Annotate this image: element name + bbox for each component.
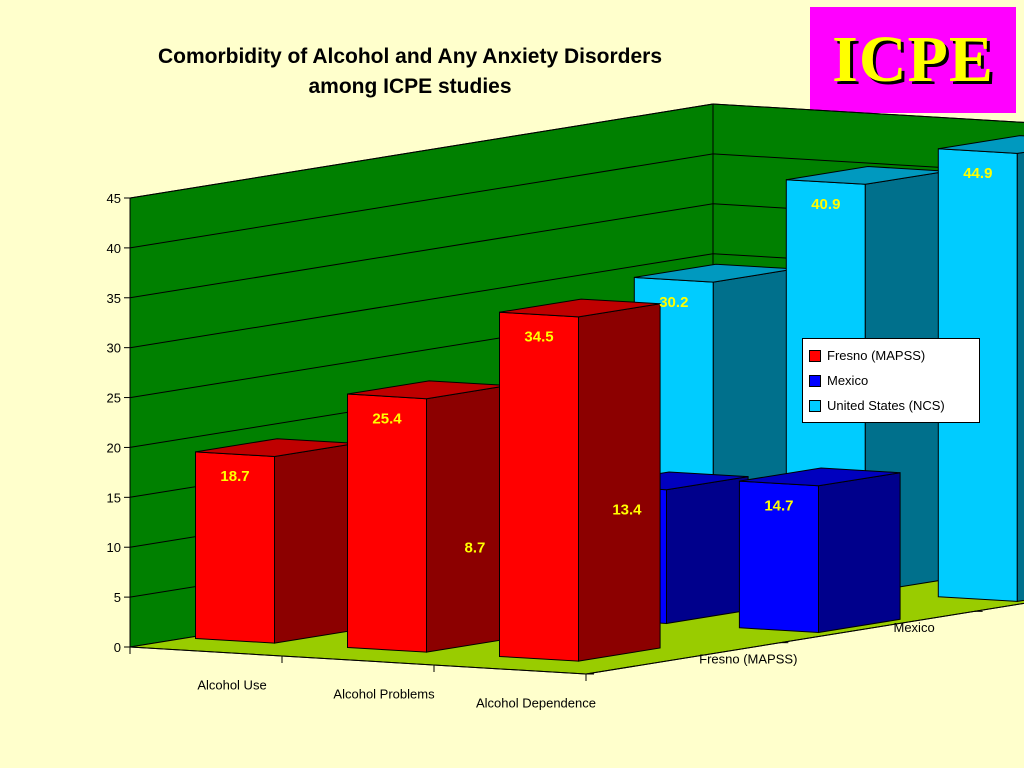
y-tick-label: 15 [107, 490, 121, 505]
y-tick-label: 35 [107, 291, 121, 306]
y-tick-label: 25 [107, 391, 121, 406]
data-label: 25.4 [372, 410, 402, 427]
bar-fresno-mapss--2 [499, 298, 661, 662]
chart-title-line-2: among ICPE studies [308, 75, 512, 98]
legend-swatch [809, 399, 821, 412]
icpe-logo: ICPE [810, 7, 1016, 113]
x-category-label: Alcohol Problems [333, 687, 435, 702]
bar-side-face [1016, 151, 1024, 602]
legend-swatch [809, 349, 821, 362]
logo-text: ICPE [832, 23, 994, 96]
data-label: 18.7 [220, 468, 249, 485]
y-tick-label: 45 [107, 191, 121, 206]
data-label: 40.9 [811, 196, 840, 213]
y-tick-label: 5 [114, 590, 121, 605]
legend-label: Mexico [827, 373, 869, 388]
data-label: 30.2 [659, 294, 688, 311]
y-tick-label: 10 [107, 540, 121, 555]
chart-title-line-1: Comorbidity of Alcohol and Any Anxiety D… [157, 45, 663, 68]
depth-axis-label: Fresno (MAPSS) [699, 651, 797, 666]
chart-labels: 30.2 40.9 44.9 8.7 13.4 14.7 18.7 25.4 34.5 [220, 165, 992, 556]
y-tick-label: 0 [114, 640, 121, 655]
bar-top-face [938, 135, 1024, 154]
chart-axes: 0 5 10 15 20 25 30 35 40 45 Alcohol Use Alcohol Pro… [107, 191, 1024, 711]
depth-axis [585, 602, 1024, 675]
legend-label: Fresno (MAPSS) [827, 348, 926, 363]
chart-legend: Fresno (MAPSS) Mexico United States (NCS) [802, 338, 980, 423]
depth-axis-label: Mexico [894, 620, 935, 635]
legend-label: United States (NCS) [827, 398, 945, 413]
legend-swatch [809, 374, 821, 387]
chart-title: Comorbidity of Alcohol and Any Anxiety D… [60, 42, 760, 102]
data-label: 34.5 [524, 329, 553, 346]
y-tick-label: 40 [107, 241, 121, 256]
bar-fresno-mapss--0 [195, 438, 357, 644]
x-axis [129, 646, 587, 675]
data-label: 14.7 [764, 497, 793, 514]
x-category-label: Alcohol Use [197, 678, 266, 693]
bar-side-face [818, 472, 901, 634]
data-label: 44.9 [963, 165, 992, 182]
data-label: 8.7 [465, 539, 486, 556]
bar-front-face [499, 311, 579, 662]
y-tick-label: 30 [107, 341, 121, 356]
legend-item: Fresno (MAPSS) [809, 343, 973, 368]
x-category-label: Alcohol Dependence [476, 696, 596, 711]
data-label: 13.4 [612, 501, 642, 518]
bar-side-face [666, 476, 749, 625]
y-tick-label: 20 [107, 440, 121, 455]
bar-top-face [499, 298, 661, 318]
bar-top-face [739, 467, 901, 487]
bar-side-face [426, 384, 509, 653]
gridline [129, 103, 1024, 199]
bar-side-face [578, 303, 661, 662]
bar-fresno-mapss--1 [347, 380, 509, 653]
bar-mexico-2 [738, 467, 901, 634]
bar-side-face [274, 442, 357, 644]
bar-front-face [347, 393, 427, 653]
legend-item: Mexico [809, 368, 973, 393]
legend-item: United States (NCS) [809, 393, 973, 418]
